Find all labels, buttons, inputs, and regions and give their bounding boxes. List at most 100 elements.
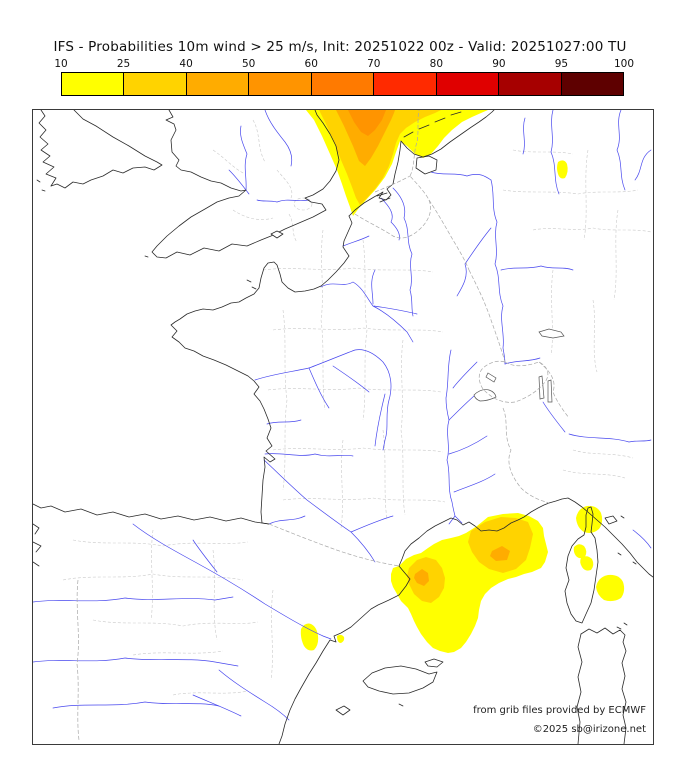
admin-line <box>212 149 246 175</box>
prob-fill-gulf-of-lion-40 <box>490 546 510 561</box>
admin-boundary-layer <box>62 119 652 696</box>
coast-ireland-east <box>50 110 163 189</box>
admin-line <box>132 650 224 656</box>
river-tarn <box>350 515 394 533</box>
admin-line <box>512 149 574 155</box>
admin-line <box>267 387 442 393</box>
river-cher <box>332 365 370 393</box>
attribution-line-1: from grib files provided by ECMWF <box>473 705 646 716</box>
river-loire <box>254 349 392 451</box>
admin-line <box>232 209 274 220</box>
river-thames <box>256 199 310 203</box>
coast-spain-north <box>33 503 270 525</box>
legend-tick-95: 95 <box>554 58 569 70</box>
admin-line <box>252 119 266 163</box>
prob-fill-roussillon-40 <box>414 569 429 586</box>
map-canvas: from grib files provided by ECMWF ©2025 … <box>32 109 654 745</box>
river-saone <box>445 349 452 421</box>
prob-fill-east-corsica-1 <box>573 544 587 559</box>
prob-fill-bonifacio <box>596 574 625 602</box>
admin-line <box>550 269 554 356</box>
admin-line <box>362 239 368 421</box>
river-marne <box>373 305 418 315</box>
admin-line <box>288 213 298 243</box>
admin-line <box>150 529 154 621</box>
river-layer <box>33 110 652 721</box>
admin-line <box>272 447 444 453</box>
legend-tick-100: 100 <box>613 58 635 70</box>
border-france-luxembourg-germany <box>428 199 470 271</box>
attribution-line-2: ©2025 sb@irizone.net <box>532 724 646 735</box>
lake-constance <box>538 328 565 339</box>
legend-tick-80: 80 <box>429 58 444 70</box>
admin-line <box>92 619 259 627</box>
river-isere <box>448 435 488 455</box>
lake-maggiore <box>538 375 545 400</box>
river-main <box>500 265 574 271</box>
menorca <box>424 658 444 668</box>
river-ebro-trib <box>192 539 218 573</box>
legend-bar <box>61 72 624 96</box>
admin-line <box>572 449 634 459</box>
scilly-isles <box>144 255 149 258</box>
probability-legend: 10 25 40 50 60 70 80 90 95 100 <box>54 58 634 96</box>
admin-line <box>613 209 619 301</box>
prob-fill-cap-corse <box>576 505 603 533</box>
ibiza <box>335 705 351 716</box>
admin-line <box>320 229 326 411</box>
prob-fill-east-corsica-2 <box>580 556 594 571</box>
river-ticino <box>542 401 566 433</box>
river-rhone <box>446 395 475 517</box>
legend-cell-50-60 <box>249 73 312 95</box>
legend-tick-40: 40 <box>179 58 193 70</box>
legend-cell-60-70 <box>311 73 375 95</box>
river-jucar <box>192 694 242 717</box>
admin-line <box>592 299 598 373</box>
river-arno <box>632 529 652 549</box>
lake-geneva <box>473 389 497 402</box>
legend-cell-70-80 <box>374 73 437 95</box>
admin-line <box>400 339 406 516</box>
legend-tick-70: 70 <box>367 58 381 70</box>
legend-tick-10: 10 <box>54 58 68 70</box>
legend-cell-10-25 <box>62 73 125 95</box>
legend-ticks: 10 25 40 50 60 70 80 90 95 100 <box>54 58 634 71</box>
map-title: IFS - Probabilities 10m wind > 25 m/s, I… <box>53 39 627 55</box>
coast-france-mediterranean <box>398 497 653 578</box>
river-oise <box>371 269 376 305</box>
admin-line <box>532 227 652 233</box>
channel-islands <box>246 279 257 290</box>
coast-spain-mediterranean <box>278 565 411 744</box>
lake-como <box>547 379 553 403</box>
coast-sardinia-east <box>580 627 627 744</box>
cabrera <box>398 703 404 707</box>
legend-tick-90: 90 <box>492 58 506 70</box>
admin-line <box>172 690 249 696</box>
probability-fill-layer <box>300 110 625 653</box>
river-meuse <box>392 187 414 317</box>
admin-line <box>62 573 244 581</box>
coast-great-britain <box>151 110 340 259</box>
legend-cell-90-95 <box>499 73 562 95</box>
isle-of-wight <box>270 230 284 239</box>
river-charente <box>266 419 302 425</box>
river-garonne <box>263 459 376 563</box>
river-rhone-delta <box>448 515 463 525</box>
prob-fill-north-sea-40 <box>336 110 395 166</box>
maddalena-islands <box>616 622 628 630</box>
admin-line <box>282 309 288 491</box>
lake-layer <box>473 328 565 403</box>
river-somme <box>342 235 370 247</box>
coast-galicia <box>33 523 42 567</box>
elba <box>604 515 618 525</box>
wadden-islands <box>403 111 462 138</box>
coast-irish-islets <box>36 179 46 192</box>
legend-tick-60: 60 <box>304 58 318 70</box>
legend-cell-80-90 <box>436 73 500 95</box>
coast-ireland-west <box>38 110 57 187</box>
border-spain-portugal <box>76 579 80 741</box>
river-turia <box>218 669 290 721</box>
border-france-belgium <box>354 175 431 239</box>
river-dordogne <box>264 453 354 457</box>
